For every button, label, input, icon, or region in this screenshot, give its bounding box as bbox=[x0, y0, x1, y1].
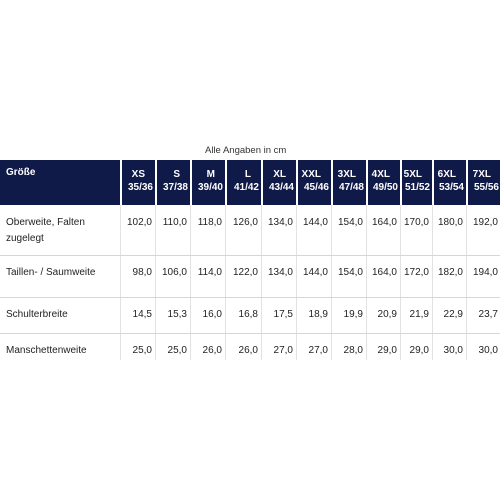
size-range: 51/52 bbox=[404, 182, 430, 193]
cell-value: 19,9 bbox=[343, 309, 363, 320]
cell-value: 118,0 bbox=[197, 217, 222, 228]
column-divider bbox=[331, 205, 332, 360]
size-header: XS 35/36 bbox=[120, 160, 155, 205]
size-header: L 41/42 bbox=[225, 160, 261, 205]
row-label: Taillen- / Saumweite bbox=[6, 267, 96, 278]
cell-value: 30,0 bbox=[478, 345, 498, 356]
size-range: 45/46 bbox=[303, 182, 329, 193]
column-divider bbox=[296, 205, 297, 360]
size-header: XL 43/44 bbox=[261, 160, 296, 205]
column-divider bbox=[432, 205, 433, 360]
column-divider bbox=[190, 205, 191, 360]
size-range: 41/42 bbox=[233, 182, 259, 193]
cell-value: 30,0 bbox=[443, 345, 463, 356]
size-name: 4XL bbox=[371, 169, 390, 180]
cell-value: 17,5 bbox=[273, 309, 293, 320]
cell-value: 26,0 bbox=[238, 345, 258, 356]
size-name: XS bbox=[131, 169, 145, 180]
size-name: XXL bbox=[301, 169, 321, 180]
cell-value: 16,8 bbox=[238, 309, 258, 320]
cell-value: 26,0 bbox=[202, 345, 222, 356]
cell-value: 102,0 bbox=[126, 217, 152, 228]
size-header: XXL 45/46 bbox=[296, 160, 331, 205]
cell-value: 144,0 bbox=[302, 267, 328, 278]
cell-value: 22,9 bbox=[443, 309, 463, 320]
cell-value: 29,0 bbox=[377, 345, 397, 356]
size-name: 7XL bbox=[472, 169, 491, 180]
cell-value: 21,9 bbox=[409, 309, 429, 320]
cell-value: 28,0 bbox=[343, 345, 363, 356]
column-divider bbox=[261, 205, 262, 360]
column-divider bbox=[466, 205, 467, 360]
row-label: Manschettenweite bbox=[6, 345, 87, 356]
size-range: 53/54 bbox=[438, 182, 464, 193]
cell-value: 164,0 bbox=[371, 217, 397, 228]
size-range: 39/40 bbox=[197, 182, 223, 193]
cell-value: 126,0 bbox=[232, 217, 258, 228]
column-divider bbox=[400, 205, 401, 360]
size-name: S bbox=[173, 169, 180, 180]
size-header: 7XL 55/56 bbox=[466, 160, 500, 205]
row-divider bbox=[0, 297, 500, 298]
cell-value: 192,0 bbox=[472, 217, 498, 228]
row-divider bbox=[0, 333, 500, 334]
cell-value: 170,0 bbox=[403, 217, 429, 228]
cell-value: 25,0 bbox=[132, 345, 152, 356]
cell-value: 122,0 bbox=[232, 267, 258, 278]
column-divider bbox=[120, 205, 121, 360]
size-header: M 39/40 bbox=[190, 160, 225, 205]
cell-value: 114,0 bbox=[197, 267, 222, 278]
size-header: S 37/38 bbox=[155, 160, 190, 205]
cell-value: 144,0 bbox=[302, 217, 328, 228]
column-divider bbox=[366, 205, 367, 360]
size-range: 35/36 bbox=[127, 182, 153, 193]
column-divider bbox=[155, 205, 156, 360]
size-header: 5XL 51/52 bbox=[400, 160, 432, 205]
cell-value: 164,0 bbox=[371, 267, 397, 278]
cell-value: 16,0 bbox=[202, 309, 222, 320]
cell-value: 20,9 bbox=[377, 309, 397, 320]
size-name: L bbox=[244, 169, 251, 180]
cell-value: 25,0 bbox=[167, 345, 187, 356]
cell-value: 180,0 bbox=[437, 217, 463, 228]
row-label: Schulterbreite bbox=[6, 309, 68, 320]
cell-value: 27,0 bbox=[308, 345, 328, 356]
size-header: 4XL 49/50 bbox=[366, 160, 400, 205]
header-label: Größe bbox=[6, 167, 36, 178]
size-name: XL bbox=[273, 169, 286, 180]
cell-value: 134,0 bbox=[267, 267, 293, 278]
cell-value: 14,5 bbox=[132, 309, 152, 320]
cell-value: 23,7 bbox=[478, 309, 498, 320]
cell-value: 172,0 bbox=[403, 267, 429, 278]
size-name: 3XL bbox=[337, 169, 356, 180]
cell-value: 29,0 bbox=[409, 345, 429, 356]
cell-value: 98,0 bbox=[132, 267, 152, 278]
size-range: 37/38 bbox=[162, 182, 188, 193]
size-range: 43/44 bbox=[268, 182, 294, 193]
cell-value: 27,0 bbox=[273, 345, 293, 356]
size-range: 55/56 bbox=[473, 182, 499, 193]
header-row bbox=[0, 160, 500, 205]
cell-value: 182,0 bbox=[437, 267, 463, 278]
size-name: 6XL bbox=[437, 169, 456, 180]
row-divider bbox=[0, 255, 500, 256]
column-divider bbox=[225, 205, 226, 360]
caption: Alle Angaben in cm bbox=[205, 145, 287, 156]
cell-value: 134,0 bbox=[267, 217, 293, 228]
cell-value: 106,0 bbox=[161, 267, 187, 278]
size-name: 5XL bbox=[403, 169, 422, 180]
size-range: 47/48 bbox=[338, 182, 364, 193]
cell-value: 154,0 bbox=[337, 267, 363, 278]
cell-value: 18,9 bbox=[308, 309, 328, 320]
size-header: 3XL 47/48 bbox=[331, 160, 366, 205]
cell-value: 110,0 bbox=[162, 217, 187, 228]
cell-value: 15,3 bbox=[167, 309, 187, 320]
cell-value: 154,0 bbox=[337, 217, 363, 228]
size-range: 49/50 bbox=[372, 182, 398, 193]
row-label: Oberweite, Falten zugelegt bbox=[6, 217, 85, 244]
cell-value: 194,0 bbox=[472, 267, 498, 278]
size-header: 6XL 53/54 bbox=[432, 160, 466, 205]
size-name: M bbox=[206, 169, 215, 180]
